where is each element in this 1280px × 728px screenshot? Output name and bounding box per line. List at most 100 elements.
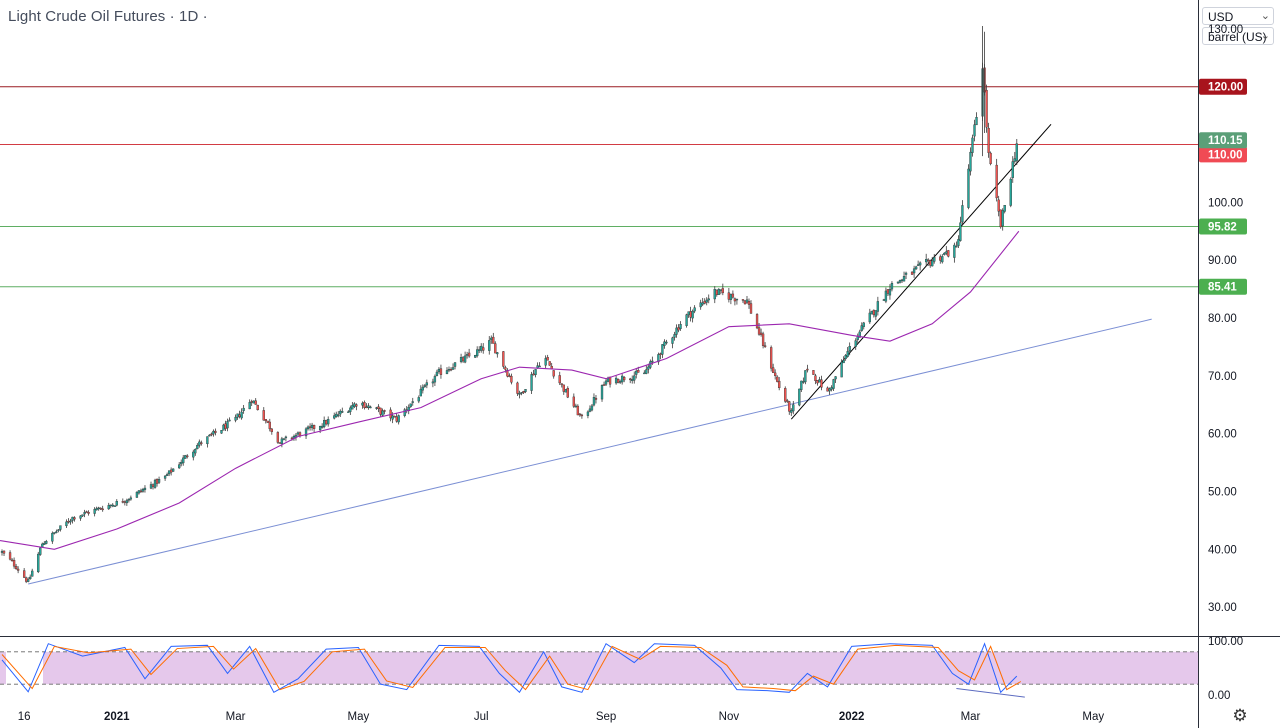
candle-down bbox=[947, 250, 950, 257]
candle-up bbox=[375, 407, 378, 409]
candle-up bbox=[111, 504, 114, 507]
candle-up bbox=[961, 205, 964, 223]
candle-up bbox=[252, 400, 255, 404]
candle-up bbox=[107, 505, 110, 510]
candle-down bbox=[576, 405, 580, 416]
candle-up bbox=[1001, 210, 1004, 227]
candle-up bbox=[955, 246, 958, 248]
candle-down bbox=[224, 423, 227, 429]
candle-up bbox=[530, 374, 533, 391]
candle-up bbox=[337, 414, 340, 417]
candle-down bbox=[759, 332, 763, 335]
candle-down bbox=[778, 380, 781, 389]
candle-down bbox=[256, 404, 259, 411]
candle-up bbox=[182, 457, 185, 464]
oscillator-trend-line bbox=[956, 688, 1025, 698]
candle-up bbox=[663, 341, 666, 346]
candle-down bbox=[749, 303, 753, 314]
candle-up bbox=[896, 281, 900, 284]
candle-up bbox=[975, 117, 978, 126]
gear-icon[interactable]: ⚙ bbox=[1232, 706, 1248, 725]
candle-up bbox=[55, 531, 58, 533]
x-tick-label: May bbox=[348, 711, 370, 723]
candle-up bbox=[854, 340, 857, 347]
candle-up bbox=[284, 436, 288, 439]
candle-up bbox=[818, 379, 821, 383]
candle-up bbox=[248, 402, 251, 410]
candle-up bbox=[367, 405, 370, 408]
candle-up bbox=[844, 355, 847, 360]
candle-up bbox=[490, 337, 493, 340]
candle-up bbox=[57, 529, 60, 531]
candle-up bbox=[304, 428, 308, 437]
candle-up bbox=[447, 369, 451, 371]
candle-down bbox=[616, 378, 620, 383]
candle-down bbox=[995, 164, 998, 199]
candle-up bbox=[904, 272, 908, 275]
level-price-tag-bg bbox=[1199, 78, 1247, 95]
candle-up bbox=[657, 354, 660, 363]
candle-down bbox=[482, 347, 485, 351]
candle-down bbox=[677, 327, 680, 331]
candle-up bbox=[592, 397, 596, 406]
candle-up bbox=[478, 349, 481, 351]
candle-down bbox=[16, 568, 20, 571]
candle-down bbox=[383, 410, 386, 412]
candle-up bbox=[969, 151, 972, 172]
candle-up bbox=[673, 334, 676, 338]
candle-up bbox=[0, 551, 4, 553]
candle-up bbox=[675, 327, 678, 335]
candle-up bbox=[870, 310, 873, 315]
candle-up bbox=[31, 570, 34, 577]
candle-down bbox=[393, 415, 396, 418]
candle-up bbox=[618, 381, 622, 383]
oscillator-y-tick-label: 100.00 bbox=[1208, 636, 1243, 648]
candle-up bbox=[685, 314, 688, 326]
candle-down bbox=[814, 375, 817, 382]
candle-up bbox=[699, 302, 702, 308]
candle-up bbox=[480, 345, 483, 351]
candle-up bbox=[157, 479, 161, 483]
candle-down bbox=[820, 379, 823, 388]
candle-down bbox=[733, 298, 737, 302]
unit-select[interactable]: barrel (US) ⌄ bbox=[1202, 27, 1274, 45]
candle-down bbox=[8, 552, 12, 560]
x-tick-label: Mar bbox=[226, 711, 246, 723]
candle-up bbox=[1011, 161, 1014, 178]
candle-down bbox=[492, 336, 495, 344]
candle-down bbox=[73, 517, 76, 520]
candle-up bbox=[234, 416, 237, 421]
candle-up bbox=[125, 500, 129, 504]
candle-down bbox=[67, 521, 70, 523]
x-tick-label: Sep bbox=[596, 711, 616, 723]
candle-up bbox=[953, 244, 956, 258]
candle-up bbox=[83, 512, 86, 515]
candle-down bbox=[999, 209, 1002, 228]
candle-up bbox=[220, 430, 223, 434]
candle-down bbox=[250, 401, 253, 403]
candle-down bbox=[99, 507, 102, 510]
candle-down bbox=[886, 289, 890, 294]
candle-down bbox=[572, 396, 575, 407]
candle-up bbox=[912, 268, 916, 274]
stochastic-band bbox=[0, 651, 6, 685]
candle-up bbox=[41, 543, 44, 548]
x-tick-label: Jul bbox=[474, 711, 489, 723]
candle-up bbox=[643, 372, 646, 375]
candle-up bbox=[834, 376, 837, 380]
candle-down bbox=[927, 259, 930, 262]
currency-select[interactable]: USD ⌄ bbox=[1202, 7, 1274, 25]
candle-down bbox=[254, 400, 257, 405]
candle-up bbox=[411, 401, 414, 403]
candle-down bbox=[715, 289, 718, 295]
y-tick-label: 70.00 bbox=[1208, 371, 1237, 383]
candle-down bbox=[548, 361, 551, 366]
y-tick-label: 130.00 bbox=[1208, 24, 1243, 36]
candle-up bbox=[729, 294, 733, 300]
candle-up bbox=[957, 239, 960, 246]
candle-up bbox=[1013, 158, 1016, 162]
candle-up bbox=[651, 360, 654, 363]
candle-up bbox=[620, 375, 624, 383]
candle-down bbox=[806, 368, 809, 371]
